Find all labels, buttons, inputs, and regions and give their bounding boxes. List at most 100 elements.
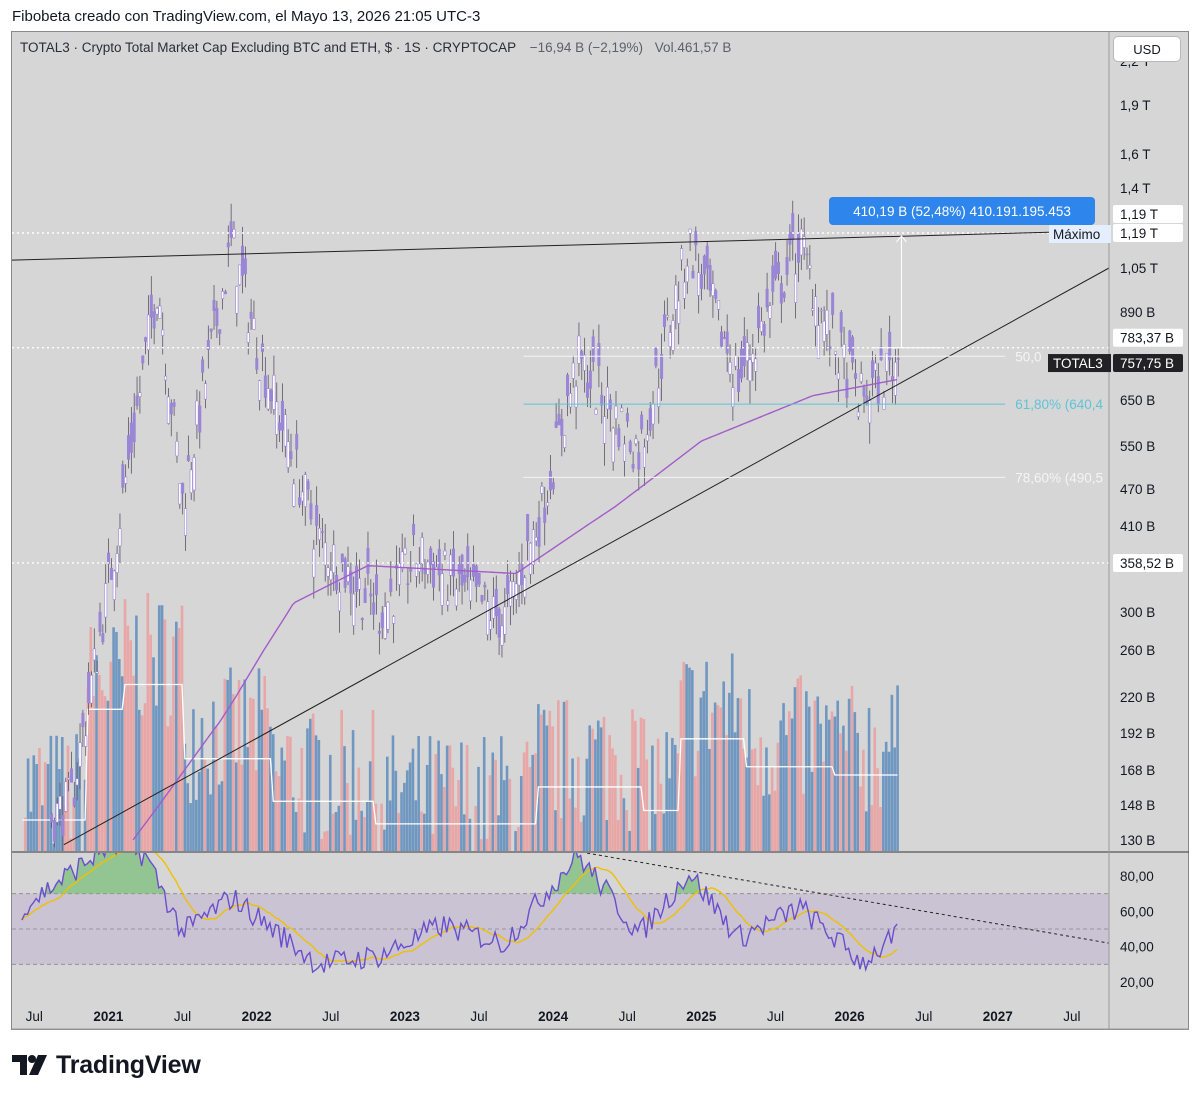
volume-bar: [78, 758, 81, 851]
candle-body: [309, 503, 313, 520]
candle-body: [856, 411, 860, 418]
volume-bar: [274, 771, 278, 851]
candle-body: [859, 373, 863, 382]
candle-body: [734, 355, 738, 367]
volume-bar: [628, 830, 631, 851]
candle-body: [366, 547, 370, 574]
candle-body: [166, 396, 170, 424]
tradingview-logo-icon: [12, 1055, 47, 1075]
volume-bar: [75, 734, 78, 851]
volume-bar: [357, 767, 361, 851]
candle-body: [737, 369, 741, 392]
candle-body: [788, 231, 792, 245]
price-axis-tick: 470 B: [1120, 482, 1155, 497]
volume-bar: [733, 732, 737, 851]
candle-body: [89, 674, 93, 704]
candle-body: [585, 382, 589, 398]
volume-bar: [525, 741, 529, 851]
volume-bar: [343, 746, 346, 851]
time-axis-tick: Jul: [470, 1009, 487, 1024]
volume-bar: [135, 615, 138, 851]
volume-bar: [346, 783, 349, 851]
candle-body: [506, 574, 510, 595]
volume-bar: [326, 830, 329, 851]
candle-body: [107, 552, 111, 565]
price-axis-tick: 890 B: [1120, 305, 1155, 320]
symbol-tag: TOTAL3: [1053, 356, 1103, 371]
volume-bar: [508, 778, 512, 851]
volume-bar: [152, 657, 155, 851]
tradingview-branding[interactable]: TradingView: [12, 1050, 201, 1080]
volume-bar: [43, 762, 47, 851]
volume-bar: [428, 736, 432, 851]
volume-bar: [257, 668, 261, 851]
volume-bar: [482, 737, 486, 851]
candle-body: [144, 337, 148, 342]
volume-bar: [451, 767, 455, 851]
volume-bar: [616, 819, 620, 851]
candle-body: [796, 232, 800, 263]
candle-body: [215, 308, 219, 326]
volume-bar: [143, 703, 147, 851]
candle-body: [192, 457, 196, 491]
candle-body: [674, 284, 678, 310]
candle-body: [286, 441, 290, 468]
volume-bar: [232, 693, 235, 851]
volume-bar: [240, 764, 244, 851]
volume-bar: [132, 675, 135, 851]
resistance-trendline: [12, 230, 1109, 261]
measure-arrowhead: [896, 235, 907, 243]
volume-bar: [126, 625, 130, 851]
tradingview-wordmark: TradingView: [56, 1050, 201, 1079]
volume-bar: [779, 720, 782, 851]
volume-bar: [423, 813, 426, 851]
candle-body: [258, 380, 262, 401]
volume-bar: [166, 726, 170, 851]
candle-body: [517, 570, 521, 586]
candle-body: [363, 588, 367, 603]
volume-bar: [194, 799, 198, 851]
candle-body: [355, 565, 359, 592]
volume-bar: [183, 743, 187, 851]
candle-body: [580, 351, 584, 359]
volume-bar: [420, 811, 423, 851]
symbol-description[interactable]: TOTAL3 · Crypto Total Market Cap Excludi…: [20, 40, 516, 55]
volume-bar: [323, 831, 326, 851]
volume-bar: [562, 701, 566, 851]
volume-bar: [46, 764, 50, 851]
volume-bar: [859, 786, 862, 851]
volume-bar: [137, 709, 141, 851]
volume-bar: [619, 774, 623, 851]
volume-bar: [457, 780, 460, 851]
candle-body: [834, 351, 838, 355]
currency-button[interactable]: USD: [1113, 36, 1181, 62]
candle-body: [75, 778, 79, 786]
volume-bar: [662, 813, 666, 851]
candle-body: [474, 565, 478, 587]
candle-body: [198, 405, 202, 433]
candle-body: [617, 428, 621, 447]
candle-body: [349, 571, 353, 594]
volume-bar: [896, 685, 899, 851]
candle-body: [326, 567, 330, 577]
price-label-high-a-bg: [1113, 205, 1183, 223]
volume-bar: [334, 812, 338, 851]
symbol-tag-bg: [1048, 354, 1111, 373]
volume-bar: [725, 735, 728, 851]
support-trendline: [63, 267, 1109, 846]
volume-bar: [870, 805, 874, 851]
volume-bar: [767, 794, 771, 851]
chart-author-line: Fibobeta creado con TradingView.com, el …: [12, 8, 481, 25]
price-label-prev-bg: [1113, 328, 1183, 347]
candle-body: [337, 591, 341, 612]
candle-body: [360, 618, 364, 621]
volume-bar: [63, 805, 67, 851]
volume-bar: [873, 727, 877, 851]
volume-bar: [862, 749, 865, 851]
candle-body: [78, 742, 82, 767]
candle-body: [651, 403, 655, 425]
volume-bar: [645, 759, 649, 851]
candle-body: [469, 579, 473, 602]
volume-bar: [500, 736, 503, 851]
